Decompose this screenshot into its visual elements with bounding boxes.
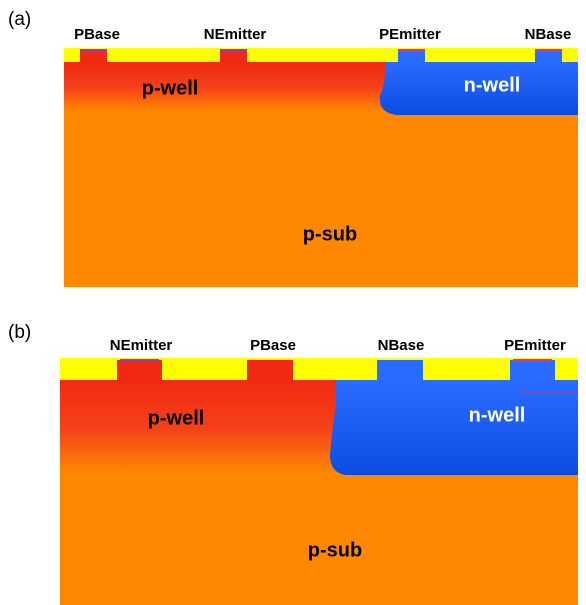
region-label: n-well bbox=[464, 74, 521, 96]
region-label: p-well bbox=[142, 77, 199, 99]
panel-b: (b) NEmitter PBase NBase PEmitter p-well… bbox=[8, 322, 578, 605]
metal bbox=[120, 359, 159, 362]
metal bbox=[80, 49, 107, 52]
oxide bbox=[64, 48, 578, 62]
contact bbox=[117, 360, 162, 380]
terminal-label: PEmitter bbox=[379, 26, 441, 43]
metal bbox=[220, 49, 247, 52]
region-label: p-sub bbox=[308, 539, 362, 561]
terminal-label: NEmitter bbox=[110, 337, 173, 354]
metal bbox=[535, 49, 562, 52]
terminal-label: PBase bbox=[250, 337, 296, 354]
terminal-label: PEmitter bbox=[504, 337, 566, 354]
contact bbox=[247, 360, 293, 380]
region-label: p-well bbox=[148, 407, 205, 429]
panel-label: (a) bbox=[8, 9, 31, 30]
terminal-label: NEmitter bbox=[204, 26, 267, 43]
metal bbox=[398, 49, 425, 52]
contact bbox=[510, 360, 555, 380]
region-label: n-well bbox=[469, 404, 526, 426]
contact bbox=[377, 360, 423, 380]
terminal-label: NBase bbox=[378, 337, 425, 354]
panel-a: (a) PBase NEmitter PEmitter NBase p-well… bbox=[8, 9, 578, 287]
metal bbox=[513, 359, 552, 362]
terminal-label: PBase bbox=[74, 26, 120, 43]
figure: (a) PBase NEmitter PEmitter NBase p-well… bbox=[0, 0, 586, 605]
n-well-region bbox=[330, 380, 578, 475]
panel-label: (b) bbox=[8, 322, 31, 343]
region-label: p-sub bbox=[303, 223, 357, 245]
terminal-label: NBase bbox=[525, 26, 572, 43]
p-well-region bbox=[64, 62, 386, 112]
